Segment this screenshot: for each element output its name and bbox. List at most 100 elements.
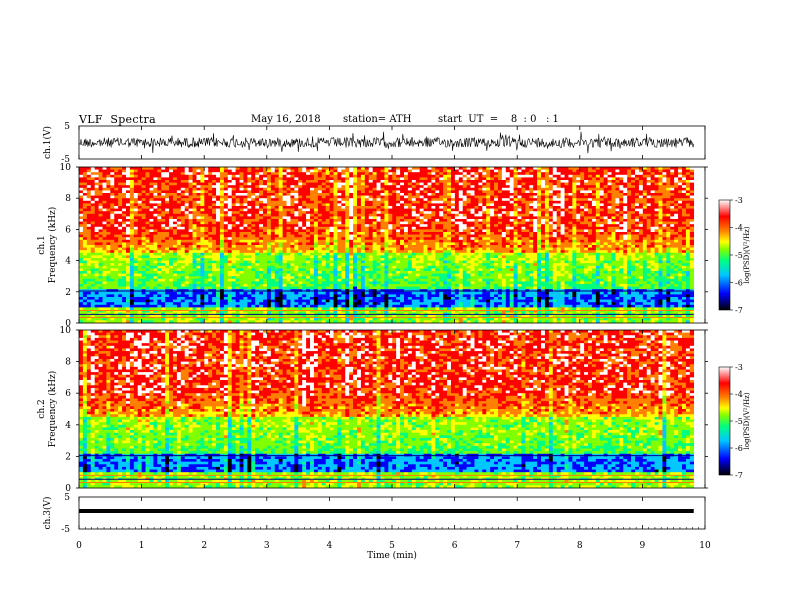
spectrogram-cell-892	[498, 180, 502, 183]
spectrogram-cell-2544	[204, 209, 208, 212]
spectrogram-cell-2927	[474, 214, 478, 217]
spectrogram-cell-1051	[506, 183, 510, 186]
spectrogram-cell-2658	[651, 209, 655, 212]
spectrogram-cell-2576	[330, 209, 334, 212]
spectrogram-cell-23	[169, 167, 173, 170]
spectrogram-cell-2833	[106, 214, 110, 217]
spectrogram-cell-4428	[204, 240, 208, 243]
spectrogram-cell-33	[208, 167, 212, 170]
spectrogram-cell-3882	[525, 229, 529, 232]
spectrogram-cell-3680	[349, 227, 353, 230]
spectrogram-cell-785	[79, 180, 83, 183]
spectrogram-cell-3403	[494, 222, 498, 225]
spectrogram-cell-4744	[212, 245, 216, 248]
spectrogram-cell-1694	[565, 193, 569, 196]
spectrogram-cell-3573	[545, 224, 549, 227]
spectrogram-cell-3091	[502, 216, 506, 219]
spectrogram-cell-3799	[200, 229, 204, 232]
spectrogram-cell-4080	[686, 232, 690, 235]
spectrogram-cell-868	[404, 180, 408, 183]
spectrogram-cell-1682	[518, 193, 522, 196]
spectrogram-cell-2770	[474, 211, 478, 214]
spectrogram-cell-1979	[451, 198, 455, 201]
spectrogram-cell-3862	[447, 229, 451, 232]
spectrogram-cell-750	[557, 177, 561, 180]
spectrogram-cell-2377	[165, 206, 169, 209]
spectrogram-cell-4659	[494, 242, 498, 245]
spectrogram-cell-4837	[576, 245, 580, 248]
spectrogram-cell-4451	[294, 240, 298, 243]
spectrogram-cell-4926	[310, 248, 314, 251]
spectrogram-cell-1846	[545, 196, 549, 199]
spectrogram-cell-4743	[208, 245, 212, 248]
spectrogram-cell-873	[424, 180, 428, 183]
spectrogram-cell-2791	[557, 211, 561, 214]
spectrogram-cell-3728	[537, 227, 541, 230]
spectrogram-cell-1678	[502, 193, 506, 196]
spectrogram-cell-431	[537, 172, 541, 175]
spectrogram-cell-2767	[463, 211, 467, 214]
spectrogram-cell-4848	[619, 245, 623, 248]
spectrogram-cell-3193	[287, 219, 291, 222]
spectrogram-cell-3150	[118, 219, 122, 222]
spectrogram-cell-1853	[572, 196, 576, 199]
spectrogram-cell-4042	[537, 232, 541, 235]
spectrogram-cell-3379	[400, 222, 404, 225]
spectrogram-cell-4355	[533, 237, 537, 240]
spectrogram-cell-4084	[87, 235, 91, 238]
spectrogram-cell-1475	[322, 190, 326, 193]
spectrogram-cell-2528	[142, 209, 146, 212]
spectrogram-cell-2256	[306, 203, 310, 206]
spectrogram-cell-101	[474, 167, 478, 170]
spectrogram-cell-4461	[334, 240, 338, 243]
spectrogram-cell-3236	[455, 219, 459, 222]
spectrogram-cell-1225	[572, 185, 576, 188]
spectrogram-cell-602	[592, 175, 596, 178]
spectrogram-cell-1726	[690, 193, 694, 196]
spectrogram-cell-3344	[263, 222, 267, 225]
spectrogram-cell-2504	[662, 206, 666, 209]
spectrogram-cell-524	[287, 175, 291, 178]
spectrogram-cell-41	[240, 167, 244, 170]
spectrogram-cell-1707	[615, 193, 619, 196]
spectrogram-cell-4687	[604, 242, 608, 245]
spectrogram-cell-3791	[169, 229, 173, 232]
spectrogram-cell-2133	[439, 201, 443, 204]
spectrogram-cell-4950	[404, 248, 408, 251]
spectrogram-cell-471	[79, 175, 83, 178]
spectrogram-cell-329	[138, 172, 142, 175]
spectrogram-cell-4878	[122, 248, 126, 251]
spectrogram-cell-3268	[580, 219, 584, 222]
spectrogram-cell-1497	[408, 190, 412, 193]
spectrogram-cell-4405	[114, 240, 118, 243]
spectrogram-cell-2103	[322, 201, 326, 204]
spectrogram-cell-3675	[330, 227, 334, 230]
spectrogram-cell-2578	[337, 209, 341, 212]
spectrogram-cell-4036	[514, 232, 518, 235]
spectrogram-cell-1040	[463, 183, 467, 186]
spectrogram-cell-4352	[521, 237, 525, 240]
spectrogram-cell-1923	[232, 198, 236, 201]
spectrogram-cell-491	[157, 175, 161, 178]
spectrogram-cell-1253	[682, 185, 686, 188]
spectrogram-cell-4713	[91, 245, 95, 248]
spectrogram-cell-2909	[404, 214, 408, 217]
spectrogram-cell-3385	[424, 222, 428, 225]
spectrogram-cell-3974	[271, 232, 275, 235]
spectrogram-cell-4487	[435, 240, 439, 243]
spectrogram-cell-503	[204, 175, 208, 178]
spectrogram-cell-4009	[408, 232, 412, 235]
spectrogram-cell-4729	[153, 245, 157, 248]
spectrogram-cell-2338	[627, 203, 631, 206]
spectrogram-cell-3076	[443, 216, 447, 219]
spectrogram-cell-3336	[232, 222, 236, 225]
spectrogram-cell-170	[130, 170, 134, 173]
spectrogram-cell-1904	[157, 198, 161, 201]
spectrogram-cell-1911	[185, 198, 189, 201]
spectrogram-cell-2668	[690, 209, 694, 212]
spectrogram-cell-1403	[655, 188, 659, 191]
spectrogram-cell-110	[510, 167, 514, 170]
spectrogram-cell-4881	[134, 248, 138, 251]
spectrogram-cell-839	[290, 180, 294, 183]
spectrogram-cell-2258	[314, 203, 318, 206]
